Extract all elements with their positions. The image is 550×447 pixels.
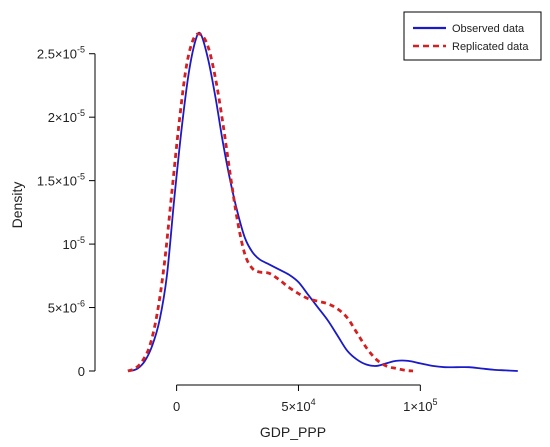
y-tick-label: 1.5×10-5 (37, 172, 85, 189)
series-line-replicated (127, 32, 414, 373)
x-tick-exponent: 4 (311, 397, 316, 407)
y-tick-exponent: -5 (77, 45, 85, 55)
axes: 0 5×10-6 10-5 1.5×10-5 2×10-5 2.5×10-5 0 5×104 1… (37, 45, 438, 414)
x-tick-label: 0 (173, 399, 180, 414)
y-tick-label: 0 (78, 364, 85, 379)
series-layer (127, 31, 518, 373)
y-tick-label: 5×10-6 (48, 299, 85, 316)
legend-box (403, 11, 542, 61)
y-tick-label: 10-5 (63, 235, 85, 252)
x-tick-exponent: 5 (432, 397, 437, 407)
legend-label-observed: Observed data (452, 23, 525, 35)
x-tick-label: 5×104 (281, 397, 315, 414)
y-tick-exponent: -5 (77, 172, 85, 182)
legend-label-replicated: Replicated data (452, 41, 529, 53)
legend: Observed data Replicated data (403, 11, 542, 61)
y-tick-exponent: -6 (77, 299, 85, 309)
x-tick-label: 1×105 (403, 397, 437, 414)
y-tick-label: 2×10-5 (48, 108, 85, 125)
y-tick-exponent: -5 (77, 108, 85, 118)
y-tick-exponent: -5 (77, 235, 85, 245)
x-axis-label: GDP_PPP (260, 424, 326, 440)
y-axis-label: Density (9, 182, 25, 229)
y-tick-label: 2.5×10-5 (37, 45, 85, 62)
series-line-observed (130, 31, 518, 372)
